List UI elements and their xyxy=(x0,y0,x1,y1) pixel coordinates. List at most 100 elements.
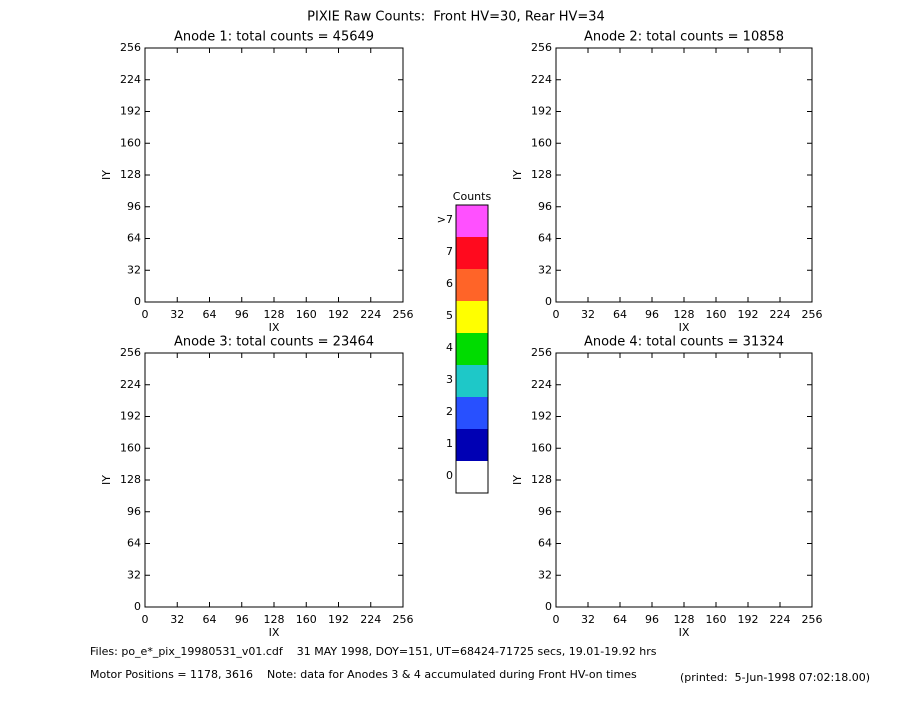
plot-frame xyxy=(144,352,404,608)
y-tick-label: 224 xyxy=(531,378,552,391)
y-tick-label: 96 xyxy=(127,200,141,213)
colorbar-label: 7 xyxy=(446,245,453,258)
y-tick-label: 128 xyxy=(120,168,141,181)
chart-title: PIXIE Raw Counts: Front HV=30, Rear HV=3… xyxy=(307,10,605,25)
y-tick-label: 128 xyxy=(120,473,141,486)
y-tick-label: 64 xyxy=(127,232,141,245)
x-tick-label: 0 xyxy=(553,308,560,321)
footer-motor: Motor Positions = 1178, 3616 Note: data … xyxy=(90,668,637,681)
x-tick-label: 32 xyxy=(581,308,595,321)
y-tick-label: 0 xyxy=(134,600,141,613)
x-tick-label: 256 xyxy=(393,308,414,321)
panel-title: Anode 4: total counts = 31324 xyxy=(584,335,784,350)
y-axis-label: IY xyxy=(100,475,113,485)
y-tick-label: 0 xyxy=(545,295,552,308)
x-tick-label: 32 xyxy=(170,613,184,626)
colorbar-swatch xyxy=(456,461,488,493)
colorbar-title: Counts xyxy=(453,190,492,203)
x-tick-label: 224 xyxy=(770,308,791,321)
x-tick-label: 128 xyxy=(674,308,695,321)
y-axis-label: IY xyxy=(100,170,113,180)
colorbar-swatch xyxy=(456,429,488,461)
x-tick-label: 64 xyxy=(613,613,627,626)
y-tick-label: 256 xyxy=(120,346,141,359)
panel-title: Anode 1: total counts = 45649 xyxy=(174,30,374,45)
y-tick-label: 96 xyxy=(538,505,552,518)
x-axis-label: IX xyxy=(269,626,280,639)
y-tick-label: 192 xyxy=(120,410,141,423)
x-tick-label: 256 xyxy=(802,308,823,321)
y-tick-label: 32 xyxy=(127,568,141,581)
x-tick-label: 160 xyxy=(296,613,317,626)
colorbar-swatch xyxy=(456,237,488,269)
x-tick-label: 192 xyxy=(738,613,759,626)
x-tick-label: 256 xyxy=(802,613,823,626)
x-tick-label: 0 xyxy=(142,308,149,321)
y-tick-label: 160 xyxy=(531,136,552,149)
y-tick-label: 256 xyxy=(120,41,141,54)
x-tick-label: 96 xyxy=(645,613,659,626)
colorbar-label: >7 xyxy=(437,213,453,226)
y-tick-label: 128 xyxy=(531,168,552,181)
panel-title: Anode 2: total counts = 10858 xyxy=(584,30,784,45)
x-tick-label: 224 xyxy=(770,613,791,626)
colorbar-swatch xyxy=(456,205,488,237)
colorbar-label: 5 xyxy=(446,309,453,322)
plot-frame xyxy=(144,47,404,303)
colorbar-label: 6 xyxy=(446,277,453,290)
colorbar-frame xyxy=(455,204,489,494)
plot-frame xyxy=(555,352,813,608)
y-tick-label: 64 xyxy=(538,537,552,550)
y-tick-label: 160 xyxy=(120,136,141,149)
x-tick-label: 224 xyxy=(360,613,381,626)
colorbar-swatch xyxy=(456,269,488,301)
y-tick-label: 224 xyxy=(120,73,141,86)
x-axis-label: IX xyxy=(269,321,280,334)
colorbar-swatch xyxy=(456,365,488,397)
x-tick-label: 256 xyxy=(393,613,414,626)
x-tick-label: 128 xyxy=(674,613,695,626)
y-tick-label: 192 xyxy=(531,105,552,118)
y-tick-label: 32 xyxy=(127,263,141,276)
x-tick-label: 32 xyxy=(581,613,595,626)
x-tick-label: 32 xyxy=(170,308,184,321)
x-tick-label: 96 xyxy=(235,613,249,626)
x-tick-label: 160 xyxy=(296,308,317,321)
x-tick-label: 0 xyxy=(142,613,149,626)
colorbar-label: 2 xyxy=(446,405,453,418)
x-tick-label: 160 xyxy=(706,308,727,321)
x-tick-label: 192 xyxy=(328,613,349,626)
x-tick-label: 224 xyxy=(360,308,381,321)
y-axis-label: IY xyxy=(511,475,524,485)
y-tick-label: 128 xyxy=(531,473,552,486)
x-axis-label: IX xyxy=(679,321,690,334)
y-tick-label: 32 xyxy=(538,263,552,276)
y-tick-label: 192 xyxy=(531,410,552,423)
y-tick-label: 64 xyxy=(127,537,141,550)
colorbar-swatch xyxy=(456,301,488,333)
y-tick-label: 160 xyxy=(120,441,141,454)
y-axis-label: IY xyxy=(511,170,524,180)
y-tick-label: 64 xyxy=(538,232,552,245)
x-axis-label: IX xyxy=(679,626,690,639)
y-tick-label: 96 xyxy=(127,505,141,518)
x-tick-label: 64 xyxy=(613,308,627,321)
y-tick-label: 0 xyxy=(134,295,141,308)
x-tick-label: 192 xyxy=(328,308,349,321)
y-tick-label: 160 xyxy=(531,441,552,454)
colorbar-label: 1 xyxy=(446,437,453,450)
y-tick-label: 192 xyxy=(120,105,141,118)
y-tick-label: 0 xyxy=(545,600,552,613)
y-tick-label: 256 xyxy=(531,41,552,54)
y-tick-label: 224 xyxy=(120,378,141,391)
x-tick-label: 128 xyxy=(264,613,285,626)
footer-printed: (printed: 5-Jun-1998 07:02:18.00) xyxy=(680,671,870,684)
panel-title: Anode 3: total counts = 23464 xyxy=(174,335,374,350)
y-tick-label: 96 xyxy=(538,200,552,213)
x-tick-label: 128 xyxy=(264,308,285,321)
x-tick-label: 96 xyxy=(645,308,659,321)
plot-frame xyxy=(555,47,813,303)
footer-files: Files: po_e*_pix_19980531_v01.cdf 31 MAY… xyxy=(90,645,657,658)
colorbar-label: 0 xyxy=(446,469,453,482)
